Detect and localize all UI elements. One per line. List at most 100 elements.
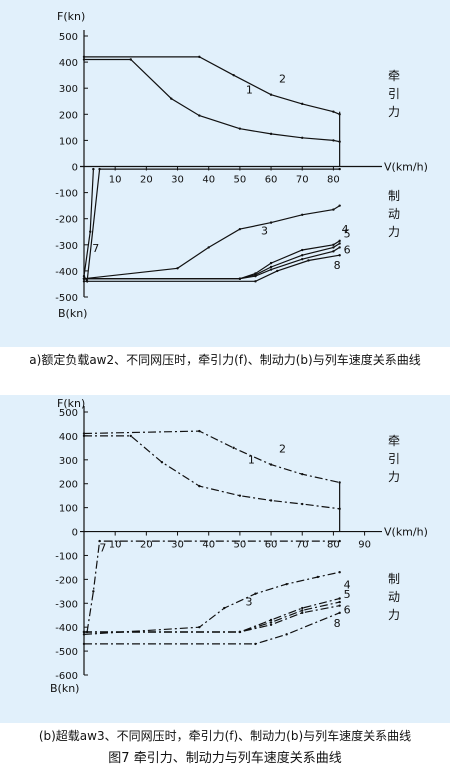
y-tick-label: -500 — [55, 293, 78, 304]
data-point — [301, 502, 304, 506]
data-point — [301, 213, 304, 216]
x-tick-label: 90 — [358, 540, 371, 551]
data-point — [338, 242, 341, 245]
y-tick-label: 400 — [59, 432, 78, 443]
data-point — [301, 136, 304, 139]
data-point — [160, 461, 164, 464]
braking-side-label: 制 — [388, 572, 400, 586]
curve-label-4: 4 — [342, 223, 349, 236]
y-tick-label: 100 — [59, 136, 78, 147]
data-point — [338, 570, 341, 574]
y-tick-label: -200 — [55, 215, 78, 226]
data-point — [238, 494, 242, 497]
x-tick-label: 30 — [171, 175, 184, 186]
data-point — [269, 265, 273, 269]
x-tick-label: 40 — [202, 540, 215, 551]
data-point — [269, 618, 273, 622]
data-point — [338, 604, 341, 607]
data-point — [332, 208, 335, 211]
y-axis-label-braking: B(kn) — [58, 307, 87, 320]
traction-side-label: 力 — [388, 470, 400, 484]
y-axis-label-traction: F(kn) — [57, 10, 85, 23]
data-point — [332, 243, 335, 246]
traction-side-label: 牵 — [388, 69, 400, 83]
x-tick-label: 60 — [265, 540, 278, 551]
curve-label-6: 6 — [344, 243, 351, 256]
y-tick-label: -400 — [55, 623, 78, 634]
data-point — [276, 269, 279, 273]
data-point — [82, 55, 86, 59]
caption-a: a)额定负载aw2、不同网压时，牵引力(f)、制动力(b)与列车速度关系曲线 — [29, 353, 421, 367]
data-point — [338, 597, 341, 600]
curve-label-1: 1 — [246, 84, 253, 97]
x-tick-label: 70 — [296, 540, 309, 551]
curve-label-1: 1 — [248, 454, 255, 467]
braking-side-label: 力 — [388, 225, 400, 239]
data-point — [198, 484, 201, 488]
data-point — [285, 582, 288, 586]
traction-braking-chart-b: 500 400 300 200 100 0 -100 -200 -300 -400 -500 -600… — [50, 397, 428, 695]
data-point — [82, 280, 86, 283]
y-tick-label: 0 — [72, 163, 78, 174]
data-point — [301, 606, 304, 610]
x-tick-label: 70 — [296, 175, 309, 186]
data-point — [82, 58, 86, 61]
data-point — [332, 250, 335, 253]
data-point — [92, 167, 95, 171]
x-tick-label: 20 — [140, 175, 153, 186]
data-point — [82, 642, 86, 646]
data-point — [301, 257, 304, 261]
y-tick-label: 200 — [59, 480, 78, 491]
y-tick-label: 0 — [72, 528, 78, 539]
y-tick-label: -100 — [55, 189, 78, 200]
x-tick-label: 50 — [234, 175, 247, 186]
data-point — [198, 114, 201, 117]
data-point — [338, 204, 341, 207]
x-axis-label: V(km/h) — [384, 161, 428, 174]
data-point — [316, 575, 320, 579]
y-tick-label: 300 — [59, 456, 78, 467]
y-tick-label: -300 — [55, 599, 78, 610]
curve-label-7: 7 — [92, 242, 99, 255]
traction-side-label: 力 — [388, 105, 400, 119]
data-point — [269, 621, 273, 624]
data-point — [232, 446, 235, 450]
y-axis-label-braking: B(kn) — [50, 682, 79, 695]
braking-side-label: 制 — [388, 189, 400, 203]
y-tick-label: -600 — [55, 671, 78, 682]
data-point — [269, 623, 273, 626]
data-point — [332, 246, 335, 249]
x-tick-label: 80 — [327, 175, 340, 186]
data-point — [338, 239, 341, 243]
data-point — [285, 633, 288, 636]
traction-side-label: 牵 — [388, 434, 400, 448]
chart-panel-a: 500 400 300 200 100 0 -100 -200 -300 -400 -500 10 20… — [0, 0, 450, 347]
data-point — [82, 274, 86, 278]
data-point — [238, 227, 242, 231]
braking-side-label: 动 — [388, 207, 400, 221]
figure-caption: 图7 牵引力、制动力与列车速度关系曲线 — [108, 751, 342, 766]
caption-b: (b)超载aw3、不同网压时，牵引力(f)、制动力(b)与列车速度关系曲线 — [38, 729, 412, 743]
data-point — [269, 132, 273, 136]
x-tick-label: 10 — [109, 540, 122, 551]
data-point — [301, 254, 304, 257]
data-point — [92, 590, 95, 593]
y-axis-label-traction: F(kn) — [57, 397, 85, 410]
series-line-4 — [84, 597, 340, 633]
braking-side-label: 力 — [388, 608, 400, 622]
data-point — [89, 230, 92, 233]
data-point — [269, 261, 273, 265]
series-line-7 — [83, 168, 340, 284]
data-point — [82, 434, 86, 438]
data-point — [176, 267, 179, 270]
y-tick-label: 400 — [59, 58, 78, 69]
data-point — [301, 611, 304, 615]
data-point — [98, 539, 101, 543]
data-point — [85, 630, 89, 634]
curve-label-8: 8 — [334, 617, 341, 630]
series-line-7 — [86, 540, 340, 633]
data-point — [198, 429, 201, 433]
braking-side-label: 动 — [388, 590, 400, 604]
curve-label-5: 5 — [344, 227, 351, 240]
data-point — [269, 463, 273, 466]
